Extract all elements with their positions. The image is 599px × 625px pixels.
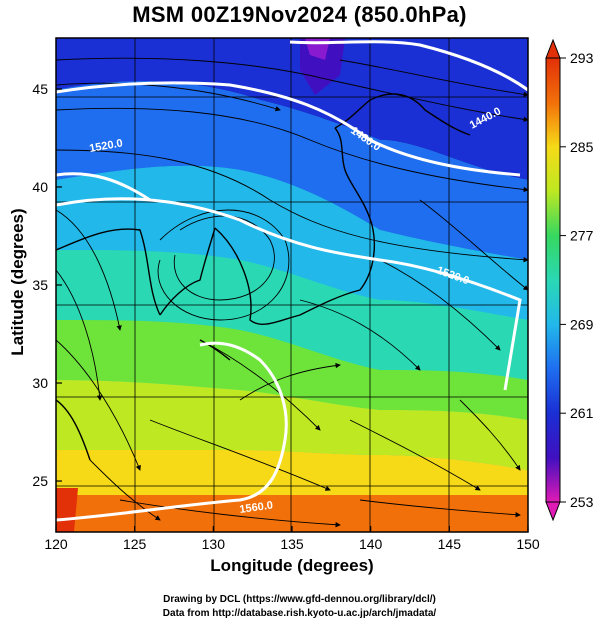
- contour-1440: [289, 40, 528, 92]
- x-tick-label: 120: [44, 536, 68, 552]
- x-axis-label: Longitude (degrees): [210, 556, 374, 575]
- contour-1480: [56, 81, 521, 177]
- x-tick-label: 145: [438, 536, 462, 552]
- colorbar-min-arrow: [545, 501, 561, 522]
- y-tick-label: 35: [32, 277, 48, 293]
- japan-coast: [214, 127, 375, 325]
- kyushu-coast: [199, 339, 231, 361]
- contour-1520-a: [56, 197, 522, 391]
- colorbar-bar: [545, 57, 561, 503]
- contour-1560: [56, 341, 288, 522]
- cool-air-region: [56, 81, 528, 260]
- colorbar-tick-label: 285: [570, 139, 594, 155]
- x-tick-label: 150: [516, 536, 540, 552]
- height-contours: [56, 40, 528, 522]
- y-axis-ticks: 25 30 35 40 45: [32, 81, 62, 489]
- wind-streamlines: [56, 57, 528, 528]
- y-tick-label: 25: [32, 473, 48, 489]
- contour-label: 1520.0: [88, 137, 123, 155]
- colorbar-tick-label: 277: [570, 228, 594, 244]
- map-title: MSM 00Z19Nov2024 (850.0hPa): [132, 2, 467, 27]
- colorbar-tick-label: 269: [570, 316, 594, 332]
- y-tick-label: 30: [32, 375, 48, 391]
- china-coast: [56, 228, 161, 316]
- credit-data-source: Data from http://database.rish.kyoto-u.a…: [162, 608, 437, 619]
- contour-label: 1560.0: [239, 499, 274, 516]
- credit-dcl: Drawing by DCL (https://www.gfd-dennou.o…: [163, 594, 436, 605]
- colorbar: 293 285 277 269 261 253: [545, 38, 594, 522]
- coastlines: [56, 93, 471, 461]
- colorbar-tick-label: 261: [570, 405, 594, 421]
- taiwan-coast: [56, 399, 91, 461]
- colorbar-tick-label: 253: [570, 494, 594, 510]
- hokkaido-coast: [334, 93, 471, 136]
- warm-air-region: [56, 320, 528, 420]
- contour-1520-b: [56, 172, 151, 202]
- x-tick-label: 125: [123, 536, 147, 552]
- x-tick-label: 130: [202, 536, 226, 552]
- x-tick-label: 135: [280, 536, 304, 552]
- y-tick-label: 45: [32, 81, 48, 97]
- x-axis-ticks: 120 125 130 135 140 145 150: [44, 526, 540, 552]
- y-tick-label: 40: [32, 179, 48, 195]
- colorbar-max-arrow: [545, 38, 561, 59]
- colorbar-tick-label: 293: [570, 50, 594, 66]
- graticule: [56, 38, 528, 532]
- x-tick-label: 140: [359, 536, 383, 552]
